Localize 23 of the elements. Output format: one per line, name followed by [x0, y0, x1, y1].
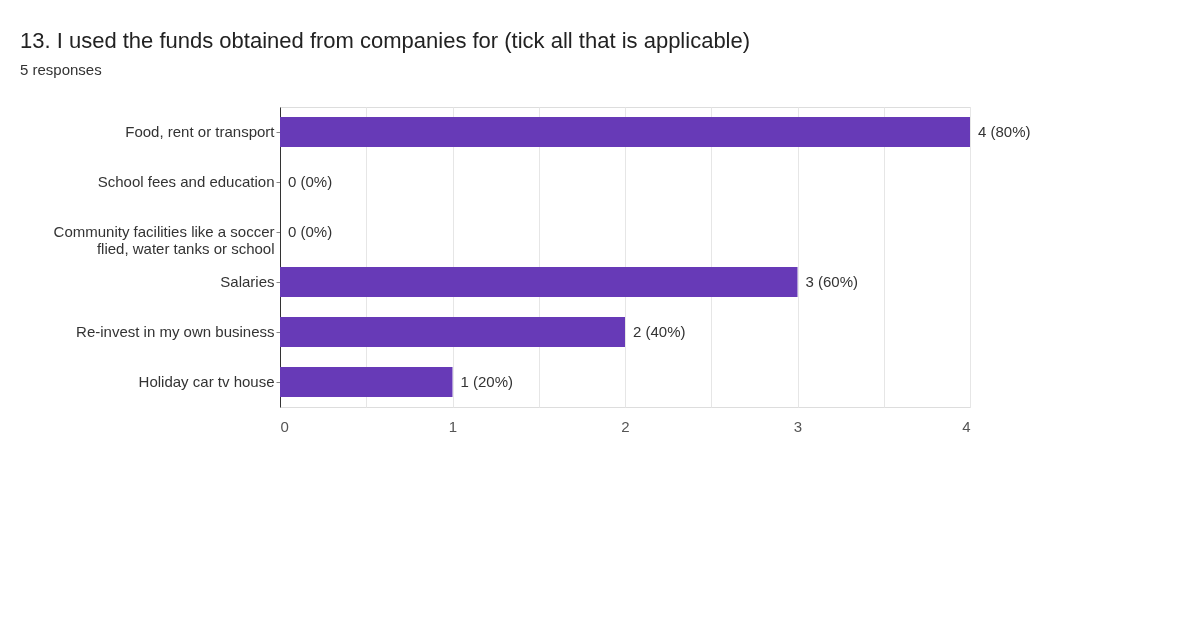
x-tick-label: 4: [962, 417, 971, 435]
x-tick-label: 1: [448, 417, 458, 435]
bar: [280, 317, 625, 347]
y-tick-label: Food, rent or transport: [125, 123, 276, 140]
bar: [280, 367, 453, 397]
x-tick-label: 2: [621, 417, 630, 435]
bar: [280, 267, 798, 297]
y-tick-label: Salaries: [220, 273, 275, 290]
data-label: 2 (40%): [633, 323, 686, 340]
text: 5 responses: [20, 61, 102, 78]
y-tick-label: Holiday car tv house: [138, 373, 275, 390]
bar: [280, 117, 970, 147]
data-label: 4 (80%): [978, 123, 1031, 140]
x-tick-label: 3: [793, 417, 803, 435]
y-tick-label: School fees and education: [97, 173, 275, 190]
data-label: 0 (0%): [288, 173, 333, 190]
data-label: 1 (20%): [460, 373, 514, 390]
y-tick-label: Re-invest in my own business: [76, 323, 275, 340]
chart-title: 13. I used the funds obtained from companies for (tick all that is applicable): [20, 28, 751, 53]
y-tick-label: Community facilities like a soccer flied, water tanks or school: [53, 223, 275, 257]
data-label: 3 (60%): [805, 273, 859, 290]
data-label: 0 (0%): [288, 223, 333, 240]
x-tick-label: 0: [280, 417, 289, 435]
